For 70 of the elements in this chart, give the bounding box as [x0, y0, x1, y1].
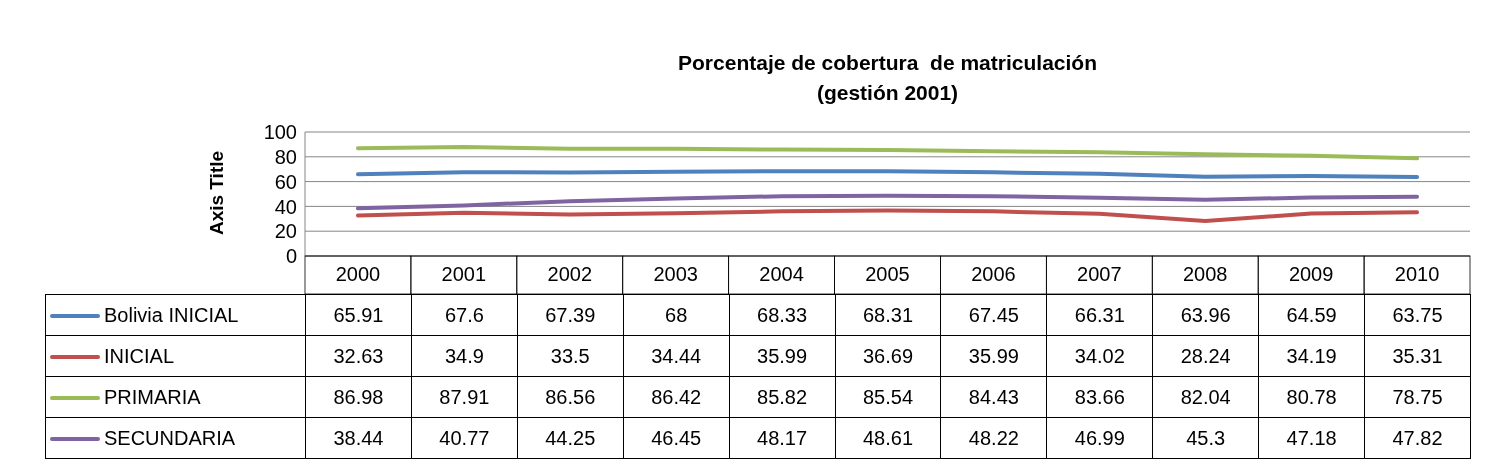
data-label: 86.42 [623, 376, 730, 418]
data-label: 86.56 [517, 376, 624, 418]
data-label: 32.63 [305, 335, 412, 377]
data-label: 85.82 [729, 376, 836, 418]
legend-label: Bolivia INICIAL [104, 303, 239, 326]
data-label: 67.45 [940, 294, 1047, 336]
data-label: 68 [623, 294, 730, 336]
data-label: 46.45 [623, 417, 730, 459]
x-tick-label: 2005 [865, 263, 910, 285]
data-label: 83.66 [1046, 376, 1153, 418]
y-tick-label: 40 [274, 195, 297, 218]
x-tick-label: 2003 [653, 263, 698, 285]
data-label: 68.31 [835, 294, 941, 336]
x-tick-label: 2006 [971, 263, 1016, 285]
data-label: 48.17 [729, 417, 836, 459]
x-tick-label: 2000 [335, 263, 381, 285]
data-label: 48.22 [940, 417, 1047, 459]
x-tick-label: 2009 [1288, 263, 1334, 285]
y-tick-label: 80 [274, 145, 297, 168]
data-label: 34.44 [623, 335, 730, 377]
x-tick-label: 2001 [441, 263, 487, 285]
data-label: 35.99 [940, 335, 1047, 377]
data-label: 64.59 [1258, 294, 1365, 336]
x-tick-label: 2008 [1182, 263, 1228, 285]
data-label: 63.96 [1152, 294, 1259, 336]
line-series [355, 208, 1420, 223]
data-label: 47.82 [1364, 417, 1471, 459]
data-label: 46.99 [1046, 417, 1153, 459]
data-label: 34.19 [1258, 335, 1365, 377]
data-label: 34.9 [411, 335, 518, 377]
data-label: 63.75 [1364, 294, 1471, 336]
data-label: 48.61 [835, 417, 941, 459]
y-axis-title: Axis Title [206, 149, 228, 238]
data-label: 44.25 [517, 417, 624, 459]
data-label: 35.99 [729, 335, 836, 377]
legend-label: PRIMARIA [104, 385, 201, 408]
data-label: 82.04 [1152, 376, 1259, 418]
data-label: 78.75 [1364, 376, 1471, 418]
data-label: 28.24 [1152, 335, 1259, 377]
data-label: 34.02 [1046, 335, 1153, 377]
x-tick-label: 2007 [1077, 263, 1122, 285]
x-tick-label: 2004 [759, 263, 804, 285]
line-series [355, 193, 1420, 211]
data-label: 86.98 [305, 376, 412, 418]
data-label: 33.5 [517, 335, 624, 377]
y-tick-label: 0 [285, 245, 297, 268]
y-tick-label: 100 [263, 121, 297, 144]
y-tick-label: 60 [274, 170, 297, 193]
data-label: 67.39 [517, 294, 624, 336]
data-label: 47.18 [1258, 417, 1365, 459]
data-label: 65.91 [305, 294, 412, 336]
x-tick-label: 2010 [1394, 263, 1440, 285]
data-label: 87.91 [411, 376, 518, 418]
data-label: 40.77 [411, 417, 518, 459]
data-label: 67.6 [411, 294, 518, 336]
legend-label: INICIAL [104, 344, 175, 367]
line-series [355, 144, 1420, 161]
x-tick-label: 2002 [547, 263, 593, 285]
data-label: 85.54 [835, 376, 941, 418]
chart-title: Porcentaje de cobertura de matriculación (gestión 2001) [677, 50, 1098, 106]
data-label: 45.3 [1152, 417, 1259, 459]
y-tick-label: 20 [274, 220, 297, 243]
data-label: 36.69 [835, 335, 941, 377]
data-label: 68.33 [729, 294, 836, 336]
data-label: 80.78 [1258, 376, 1365, 418]
data-label: 66.31 [1046, 294, 1153, 336]
legend-label: SECUNDARIA [104, 426, 236, 449]
data-label: 84.43 [940, 376, 1047, 418]
data-label: 38.44 [305, 417, 412, 459]
data-label: 35.31 [1364, 335, 1471, 377]
